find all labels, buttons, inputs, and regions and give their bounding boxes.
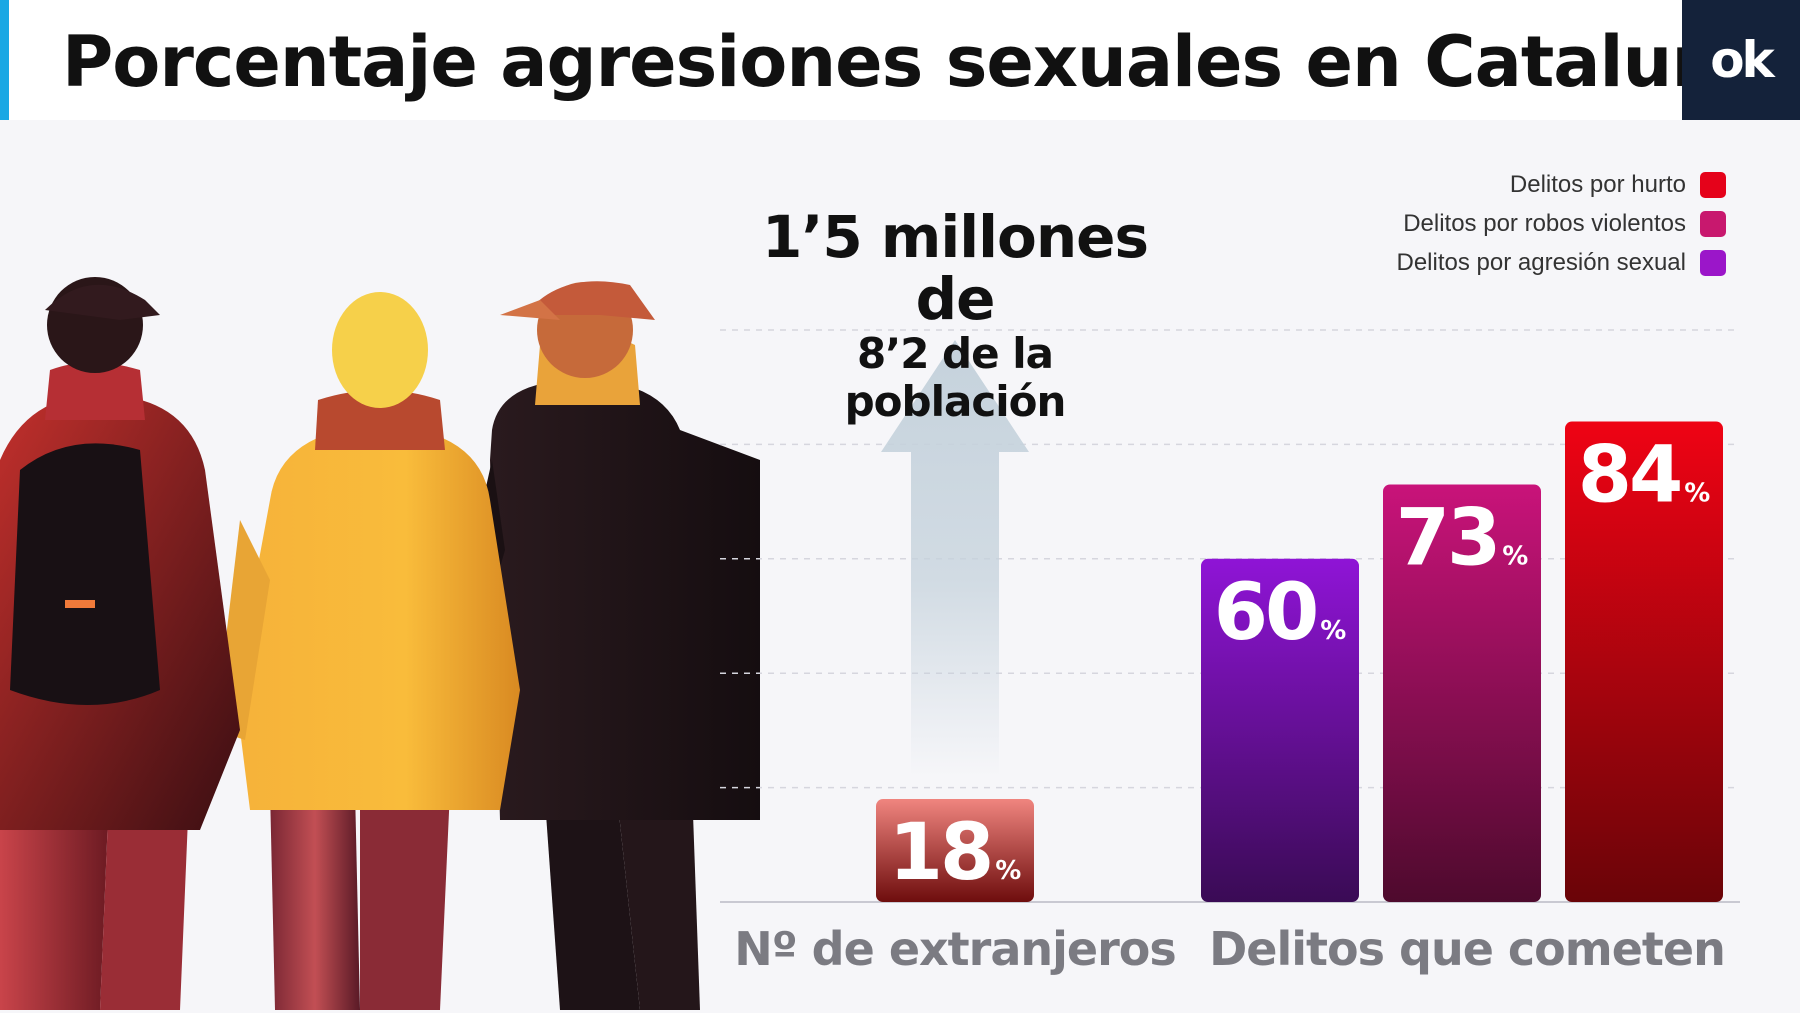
bar-extranjeros (876, 799, 1034, 902)
logo-text: ok (1710, 31, 1775, 89)
growth-arrow-layer (881, 340, 1029, 778)
bar-delito-0 (1201, 558, 1359, 902)
legend-label: Delitos por hurto (1509, 171, 1686, 198)
people-illustration (0, 277, 760, 1010)
page-title: Porcentaje agresiones sexuales en Catalu… (62, 21, 1767, 103)
group-label: Delitos que cometen (1209, 922, 1725, 976)
header: Porcentaje agresiones sexuales en Catalu… (0, 0, 1800, 120)
legend-swatch (1700, 211, 1726, 237)
bar-value-label: 73% (1396, 493, 1529, 583)
legend-swatch (1700, 172, 1726, 198)
population-annotation: 1’5 millones de 8’2 de la población (740, 206, 1170, 426)
group-labels-layer: Nº de extranjeros Delitos que cometen (734, 922, 1726, 976)
legend-swatch (1700, 250, 1726, 276)
bar-delito-1 (1383, 484, 1541, 902)
annotation-line-1: 1’5 millones de (761, 203, 1149, 333)
legend-label: Delitos por robos violentos (1403, 210, 1686, 237)
ok-logo[interactable]: ok (1682, 0, 1800, 120)
bar-value-label: 60% (1214, 568, 1347, 658)
growth-arrow-icon (881, 340, 1029, 778)
bar-value-label: 18% (889, 808, 1022, 898)
bar-labels-layer: 18 % 60 % 73 % 84% (889, 431, 1711, 899)
bar-delito-2 (1565, 421, 1723, 902)
bars-layer (876, 421, 1723, 902)
legend-item-hurto: Delitos por hurto (1509, 171, 1726, 198)
legend-item-agresion-sexual: Delitos por agresión sexual (1396, 249, 1726, 276)
legend-label: Delitos por agresión sexual (1396, 249, 1687, 276)
legend: Delitos por hurto Delitos por robos viol… (1396, 171, 1726, 276)
group-label: Nº de extranjeros (734, 922, 1176, 976)
annotation-line-2: 8’2 de la población (844, 329, 1067, 426)
legend-item-robos-violentos: Delitos por robos violentos (1403, 210, 1726, 237)
person-left (0, 277, 240, 1010)
bar-value-label: 84% (1578, 431, 1711, 521)
accent-bar (0, 0, 9, 120)
